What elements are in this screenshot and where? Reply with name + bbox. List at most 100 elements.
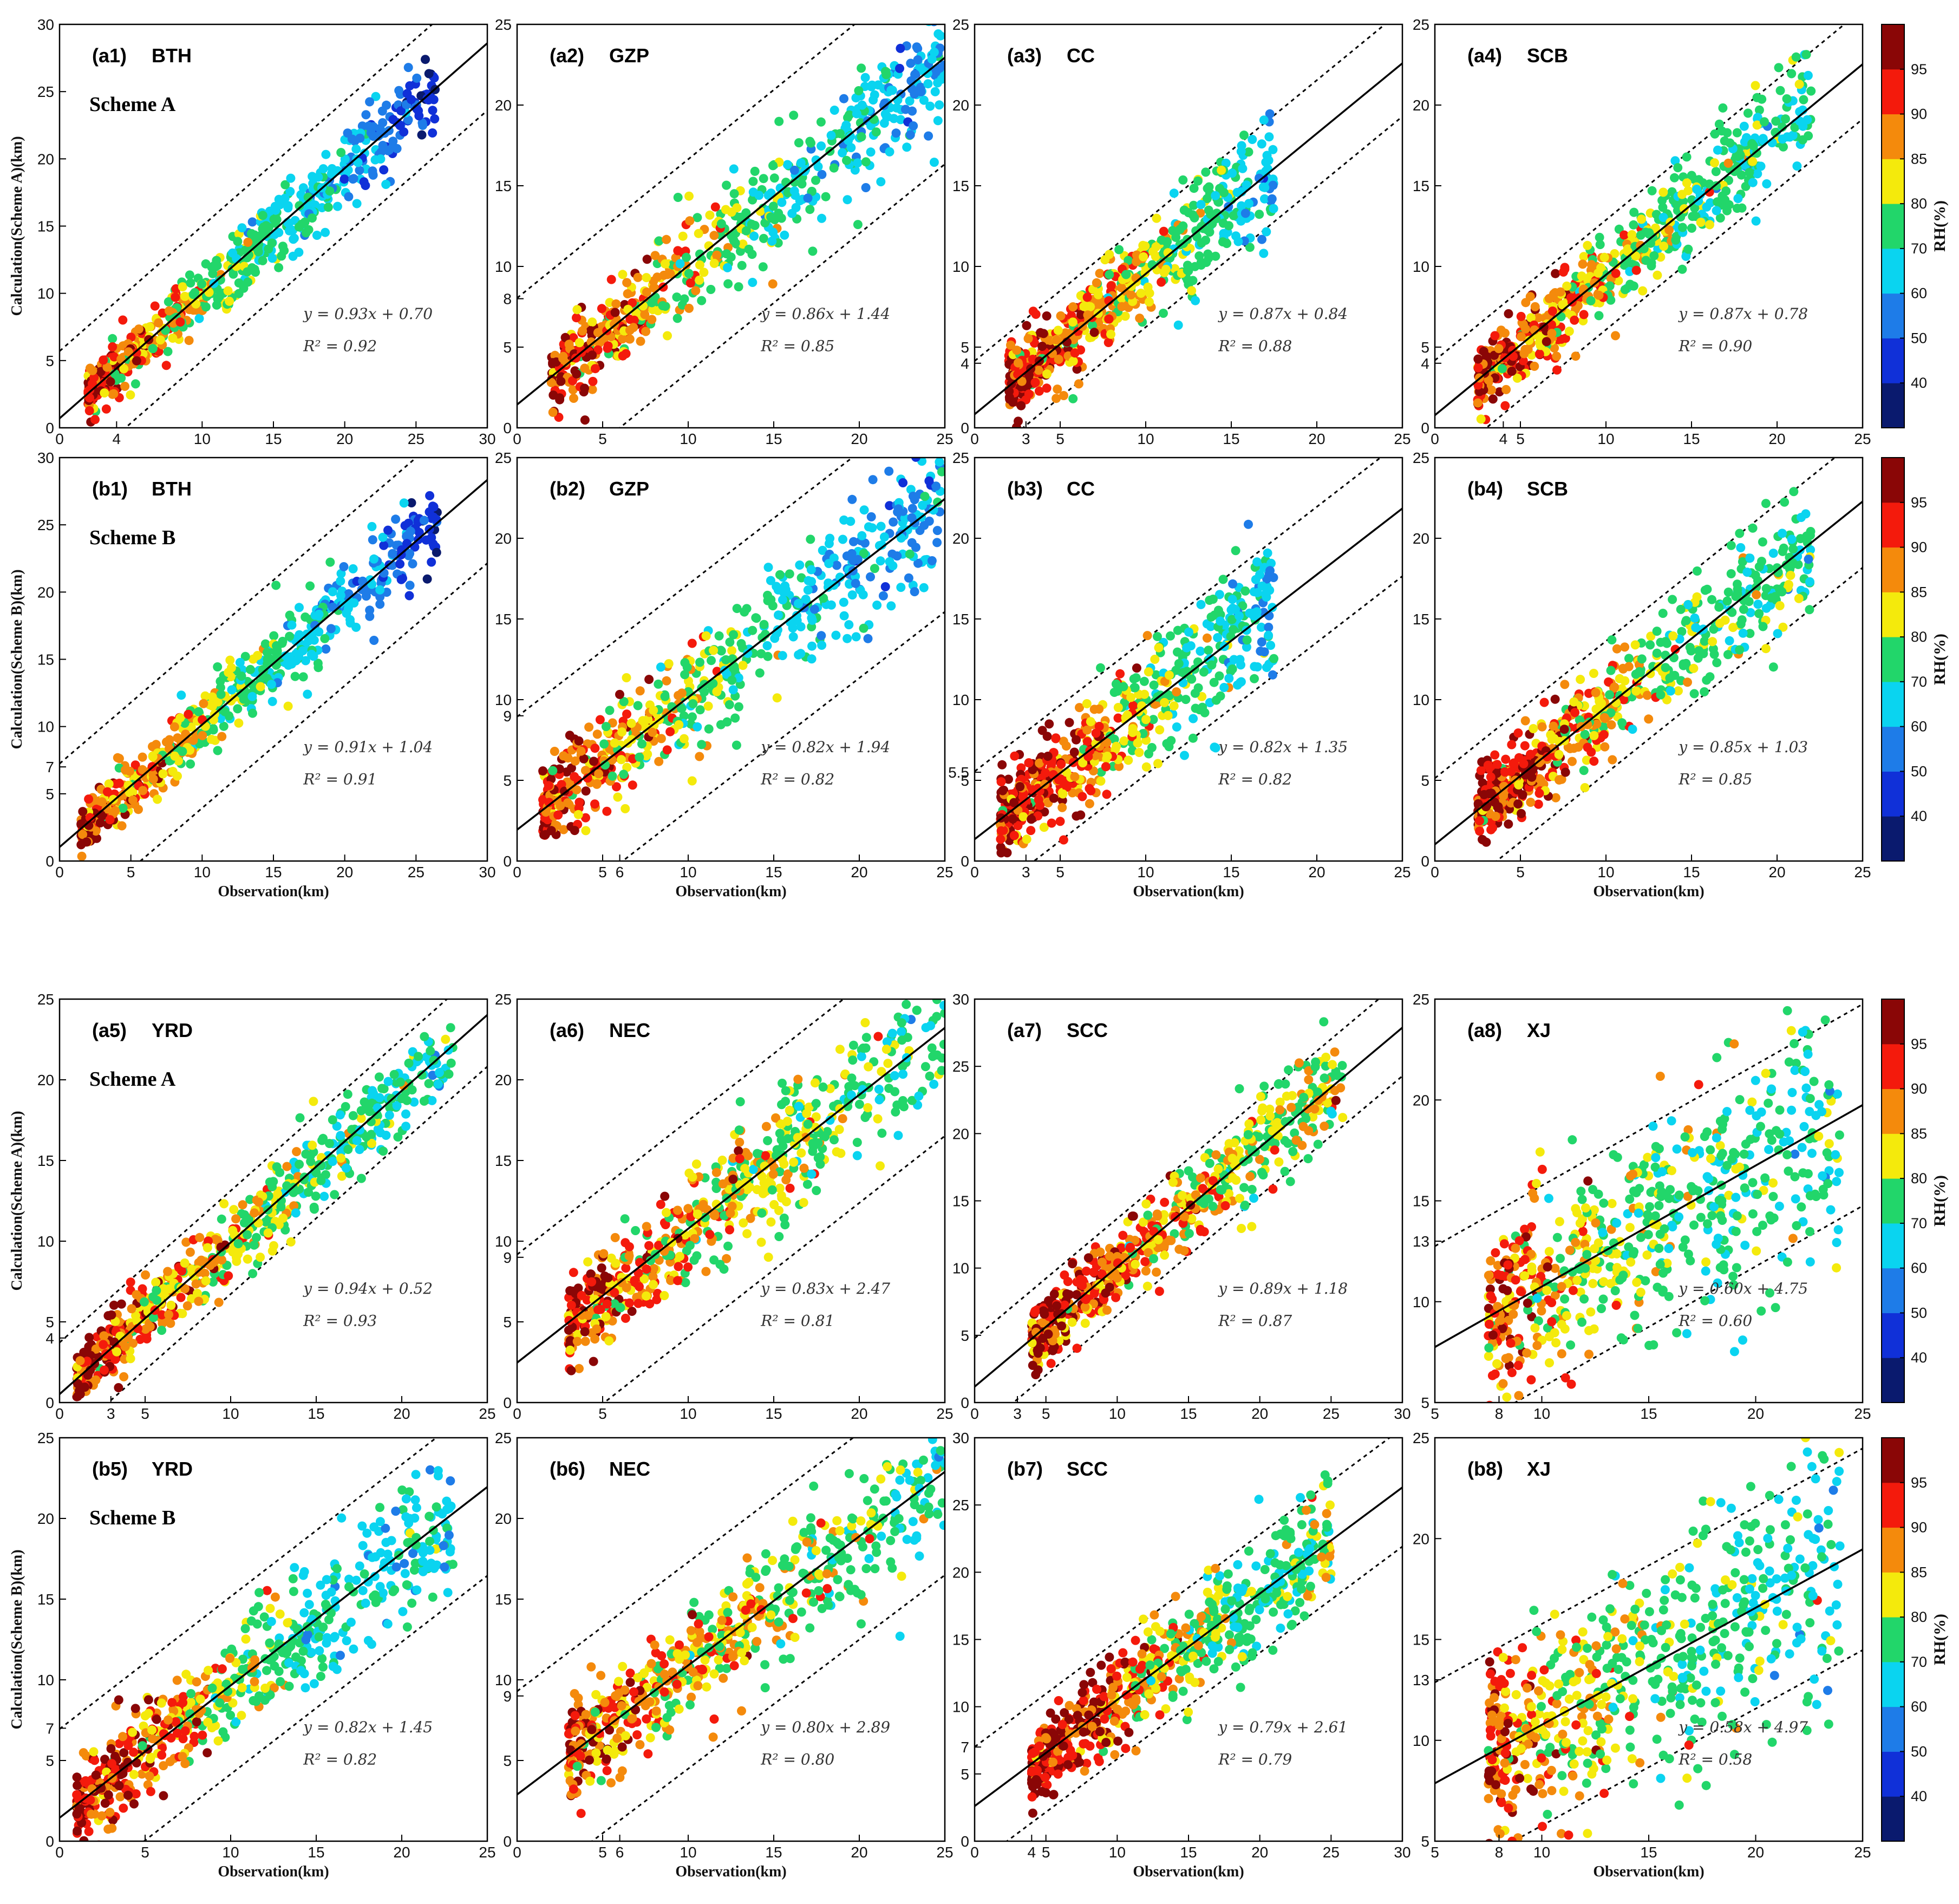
data-point [1620, 642, 1630, 652]
data-point [616, 755, 626, 765]
data-point [907, 504, 917, 513]
data-point [1519, 349, 1529, 358]
data-point [84, 794, 94, 804]
data-point [148, 752, 158, 761]
data-point [1082, 699, 1092, 708]
y-tick-label: 30 [37, 16, 54, 33]
data-point [846, 132, 856, 141]
data-point [913, 55, 923, 64]
x-tick-label: 25 [408, 864, 425, 881]
y-tick-label: 20 [37, 151, 54, 167]
data-point [885, 147, 894, 157]
data-point [1568, 757, 1577, 766]
data-point [267, 253, 277, 263]
data-point [1184, 208, 1193, 218]
data-point [610, 738, 619, 748]
data-point [929, 505, 938, 515]
data-point [1103, 338, 1113, 347]
data-point [1153, 759, 1163, 768]
data-point [1733, 152, 1743, 161]
data-point [572, 305, 582, 315]
data-point [212, 300, 221, 310]
data-point [768, 201, 778, 211]
data-point [712, 250, 722, 260]
data-point [138, 752, 147, 762]
data-point [1490, 331, 1500, 341]
data-point [1218, 575, 1228, 584]
data-point [682, 252, 691, 262]
data-point [1743, 108, 1753, 118]
data-point [859, 623, 869, 633]
data-point [201, 302, 211, 312]
data-point [699, 268, 709, 277]
data-point [613, 792, 623, 802]
data-point [857, 100, 867, 110]
data-point [1227, 595, 1237, 604]
data-point [1785, 132, 1795, 142]
data-point [851, 93, 861, 103]
data-point [1579, 766, 1589, 775]
data-point [233, 704, 243, 714]
data-point [76, 819, 86, 829]
data-point [707, 656, 716, 666]
data-point [1172, 722, 1181, 732]
data-point [134, 805, 143, 814]
data-point [854, 86, 864, 95]
data-point [1751, 216, 1761, 226]
data-point [1644, 714, 1654, 724]
data-point [826, 600, 836, 610]
data-point [603, 341, 613, 351]
data-point [1737, 615, 1747, 625]
data-point [1014, 416, 1023, 426]
panel-label: (b2) [550, 478, 585, 500]
data-point [1637, 214, 1647, 224]
data-point [1030, 377, 1040, 387]
data-point [766, 595, 776, 604]
data-point [353, 158, 363, 167]
data-point [419, 516, 429, 525]
data-point [672, 314, 682, 323]
data-point [1599, 252, 1609, 262]
data-point [892, 551, 902, 561]
y-tick-label: 5 [45, 353, 54, 369]
lower-bound-line [621, 611, 945, 861]
data-point [768, 227, 778, 237]
data-point [1631, 251, 1641, 261]
data-point [576, 746, 586, 756]
data-point [579, 754, 589, 764]
data-point [758, 262, 768, 272]
r-squared: R² = 0.82 [1218, 770, 1292, 788]
data-point [188, 290, 198, 299]
x-tick-label: 20 [1308, 431, 1325, 447]
data-point [1262, 574, 1272, 584]
data-point [1186, 641, 1196, 651]
data-point [1725, 138, 1735, 148]
data-point [1727, 608, 1737, 617]
data-point [905, 549, 915, 559]
data-point [1658, 213, 1668, 222]
data-point [1162, 739, 1172, 748]
data-point [1677, 190, 1687, 199]
data-point [1042, 732, 1052, 741]
y-tick-label: 25 [37, 83, 54, 100]
data-point [789, 165, 799, 175]
data-point [395, 559, 405, 569]
data-point [684, 191, 694, 201]
data-point [1791, 52, 1801, 62]
data-point [749, 231, 759, 241]
data-point [587, 350, 597, 360]
data-point [367, 521, 377, 531]
data-point [1756, 161, 1766, 171]
data-point [780, 581, 790, 591]
data-point [768, 161, 778, 171]
data-point [1713, 197, 1722, 207]
data-point [1006, 340, 1015, 350]
data-point [1183, 265, 1192, 275]
data-point [644, 675, 654, 684]
data-point [1191, 296, 1200, 305]
data-point [769, 173, 779, 183]
data-point [891, 128, 901, 138]
data-point [108, 334, 117, 343]
